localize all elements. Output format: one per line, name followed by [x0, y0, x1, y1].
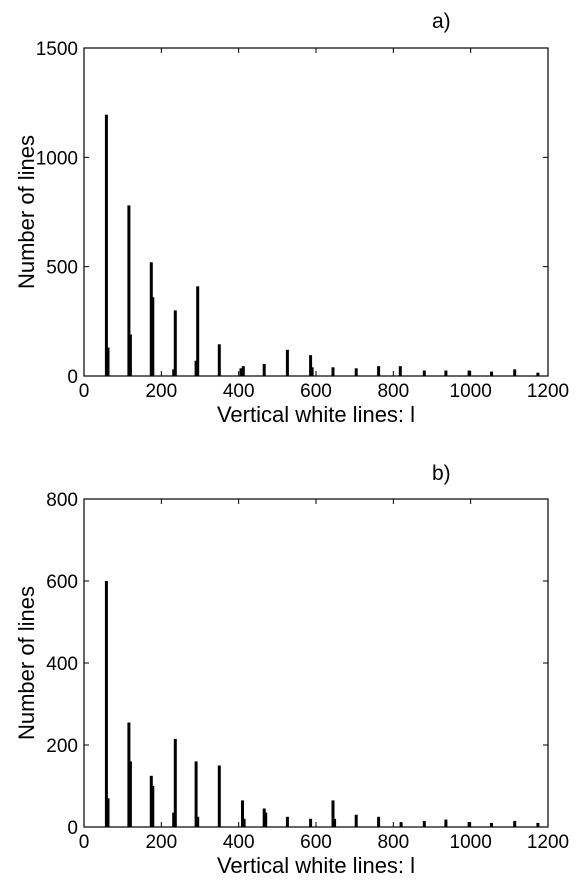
- panel-b: 0 200 400 600 800 1000 12000200400600800Vertic…: [14, 462, 569, 878]
- bar: [151, 297, 155, 376]
- x-tick-label: 1200: [527, 832, 569, 853]
- bar: [151, 786, 155, 827]
- bar: [104, 581, 108, 827]
- x-tick-label: 400: [223, 832, 255, 853]
- bar: [173, 310, 177, 376]
- bar: [490, 371, 493, 376]
- x-tick-label: 600: [300, 381, 332, 402]
- y-tick-label: 0: [67, 818, 78, 839]
- bar: [194, 761, 198, 827]
- bar: [262, 364, 266, 376]
- bar: [536, 372, 540, 376]
- y-axis-title: Number of lines: [14, 586, 39, 740]
- bar: [127, 205, 131, 376]
- y-tick-label: 800: [46, 490, 78, 511]
- y-axis-title: Number of lines: [14, 135, 39, 289]
- bar: [172, 369, 176, 376]
- bar: [239, 368, 243, 376]
- bar: [513, 820, 517, 827]
- bar: [333, 818, 337, 827]
- bar: [309, 355, 313, 376]
- bar: [194, 360, 198, 376]
- x-axis-title: Vertical white lines: l: [217, 402, 415, 427]
- bar: [106, 798, 110, 827]
- bar: [217, 765, 221, 827]
- bar: [377, 366, 381, 376]
- bar: [422, 370, 426, 376]
- bar: [398, 366, 402, 376]
- bar: [104, 114, 108, 376]
- bar: [354, 368, 358, 376]
- bar: [399, 822, 403, 827]
- bar: [264, 812, 268, 827]
- y-tick-label: 1500: [36, 39, 78, 60]
- x-tick-label: 1000: [450, 381, 492, 402]
- bar: [106, 347, 110, 376]
- bar: [513, 369, 517, 376]
- panel-label: b): [432, 462, 451, 485]
- bar: [241, 366, 245, 376]
- bar: [285, 349, 289, 376]
- bar: [310, 367, 314, 376]
- bar: [444, 370, 448, 376]
- bar: [331, 800, 335, 827]
- plot-frame: [83, 498, 549, 828]
- bar: [196, 816, 200, 828]
- x-tick-label: 800: [377, 832, 409, 853]
- x-tick-label: 1200: [527, 381, 569, 402]
- bar: [467, 822, 471, 827]
- bar: [422, 820, 426, 827]
- bar: [241, 800, 244, 827]
- bar: [196, 286, 200, 376]
- y-tick-label: 600: [46, 572, 78, 593]
- y-tick-label: 200: [46, 736, 78, 757]
- x-tick-label: 200: [145, 381, 177, 402]
- y-tick-label: 400: [46, 654, 78, 675]
- x-tick-label: 1000: [450, 832, 492, 853]
- panel-a: 0 200 400 600 800 1000 1200 0 500 1000 1500 Vertica…: [14, 10, 569, 427]
- y-tick-label: 0: [67, 367, 78, 388]
- x-tick-label: 0: [79, 832, 90, 853]
- y-tick-label: 1000: [36, 148, 78, 169]
- bar: [377, 816, 381, 828]
- bar: [128, 761, 132, 827]
- x-tick-label: 800: [377, 381, 409, 402]
- x-tick-label: 0: [79, 381, 90, 402]
- bar: [217, 344, 221, 376]
- bar: [331, 367, 335, 376]
- x-axis-title: Vertical white lines: l: [217, 853, 415, 878]
- bar: [536, 822, 540, 827]
- bar: [242, 818, 246, 827]
- bar: [128, 334, 132, 376]
- bar: [467, 370, 471, 376]
- bar: [173, 738, 177, 827]
- x-tick-label: 200: [145, 832, 177, 853]
- x-tick-label: 600: [300, 832, 332, 853]
- x-tick-label: 400: [223, 381, 255, 402]
- bar: [490, 822, 493, 827]
- bar: [444, 819, 448, 827]
- bar: [172, 812, 176, 827]
- bar: [309, 818, 313, 827]
- panel-label: a): [432, 10, 451, 33]
- y-tick-label: 500: [46, 258, 78, 279]
- bar: [354, 814, 358, 827]
- bar: [285, 816, 289, 828]
